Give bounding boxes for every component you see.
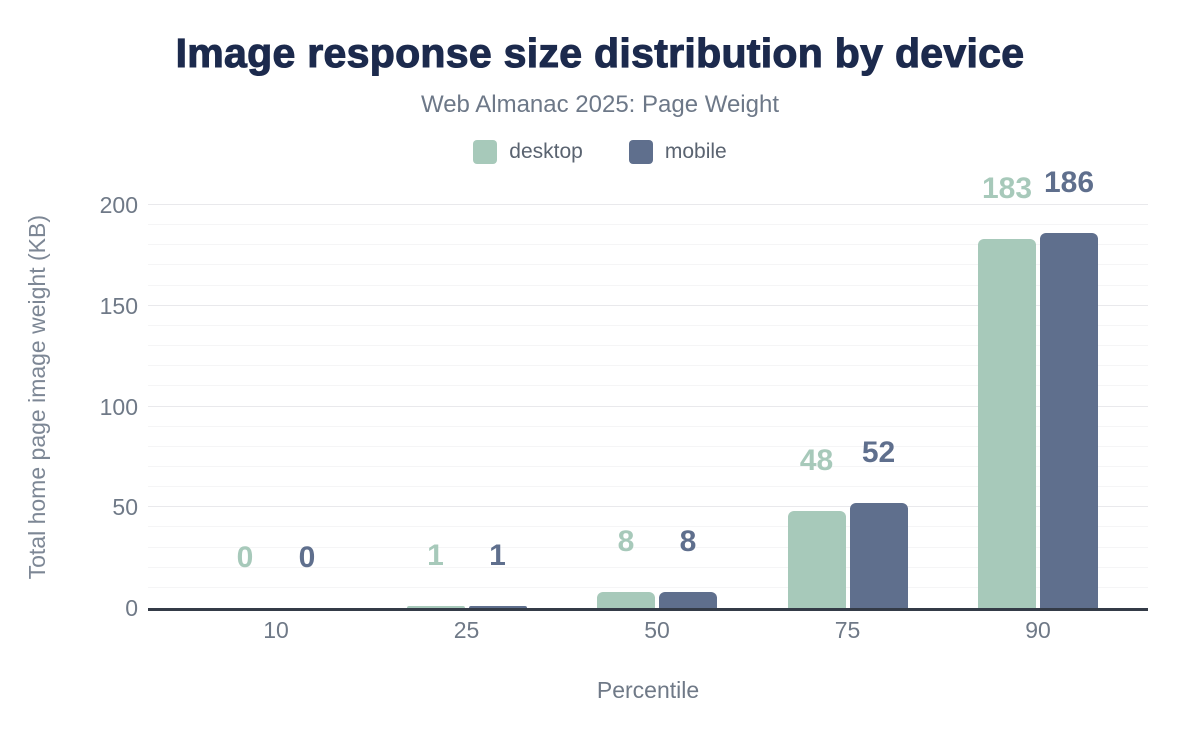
gridline-minor (148, 264, 1148, 266)
gridline-minor (148, 445, 1148, 447)
bar-mobile-p75[interactable] (849, 503, 908, 608)
gridline-minor (148, 586, 1148, 588)
x-tick-label: 10 (263, 617, 289, 643)
y-tick-label: 100 (99, 393, 138, 420)
y-tick-label: 200 (99, 192, 138, 218)
gridline-minor (148, 526, 1148, 528)
value-label-desktop-p50: 8 (617, 525, 635, 558)
gridline-minor (148, 345, 1148, 347)
value-label-desktop-p75: 48 (799, 444, 834, 477)
value-label-desktop-p25: 1 (427, 539, 444, 572)
gridline-major (148, 304, 1148, 306)
x-axis-title: Percentile (596, 677, 700, 703)
value-label-desktop-p90: 183 (981, 172, 1033, 205)
gridline-minor (148, 546, 1148, 548)
gridline-minor (148, 425, 1148, 427)
value-label-mobile-p10: 0 (298, 541, 316, 574)
legend-swatch-desktop (473, 140, 498, 164)
x-tick-label: 25 (453, 617, 480, 643)
bar-mobile-p25[interactable] (468, 606, 527, 608)
gridline-minor (148, 566, 1148, 568)
bar-mobile-p50[interactable] (659, 592, 717, 608)
gridline-major (148, 204, 1148, 205)
legend-label-mobile: mobile (664, 140, 727, 163)
bar-desktop-p50[interactable] (597, 592, 655, 608)
gridline-minor (148, 365, 1148, 367)
bar-mobile-p90[interactable] (1040, 233, 1098, 608)
legend-label-desktop: desktop (509, 140, 583, 163)
x-tick-label: 75 (834, 617, 861, 643)
gridline-minor (148, 244, 1148, 246)
gridline-minor (148, 465, 1148, 467)
legend-item-desktop[interactable]: desktop (473, 140, 583, 164)
y-tick-label: 50 (112, 494, 138, 521)
value-label-mobile-p25: 1 (489, 539, 506, 572)
legend-swatch-mobile (628, 140, 653, 164)
legend-item-mobile[interactable]: mobile (628, 140, 727, 164)
plot-area: 0 0 1 1 8 8 48 52 183 186 (148, 166, 1148, 611)
value-label-mobile-p90: 186 (1043, 166, 1095, 199)
y-tick-label: 0 (125, 595, 138, 621)
gridline-minor (148, 385, 1148, 387)
x-tick-label: 50 (644, 617, 670, 643)
bar-desktop-p75[interactable] (787, 511, 846, 608)
gridline-major (148, 405, 1148, 407)
chart-title: Image response size distribution by devi… (175, 29, 1025, 76)
bar-desktop-p90[interactable] (978, 239, 1036, 608)
gridline-minor (148, 324, 1148, 326)
y-tick-label: 150 (99, 292, 138, 319)
value-label-mobile-p50: 8 (679, 525, 697, 558)
bar-desktop-p25[interactable] (406, 606, 465, 608)
value-label-desktop-p10: 0 (236, 541, 254, 574)
gridline-major (148, 506, 1148, 508)
gridline-minor (148, 224, 1148, 226)
chart-subtitle: Web Almanac 2025: Page Weight (420, 91, 779, 118)
legend: desktop mobile (0, 140, 1200, 164)
y-axis-ticks: 0 50 100 150 200 (0, 186, 138, 620)
x-tick-label: 90 (1025, 617, 1051, 643)
gridline-minor (148, 284, 1148, 286)
gridline-minor (148, 486, 1148, 488)
x-axis-ticks: 10 25 50 75 90 (148, 617, 1148, 647)
value-label-mobile-p75: 52 (861, 436, 896, 469)
